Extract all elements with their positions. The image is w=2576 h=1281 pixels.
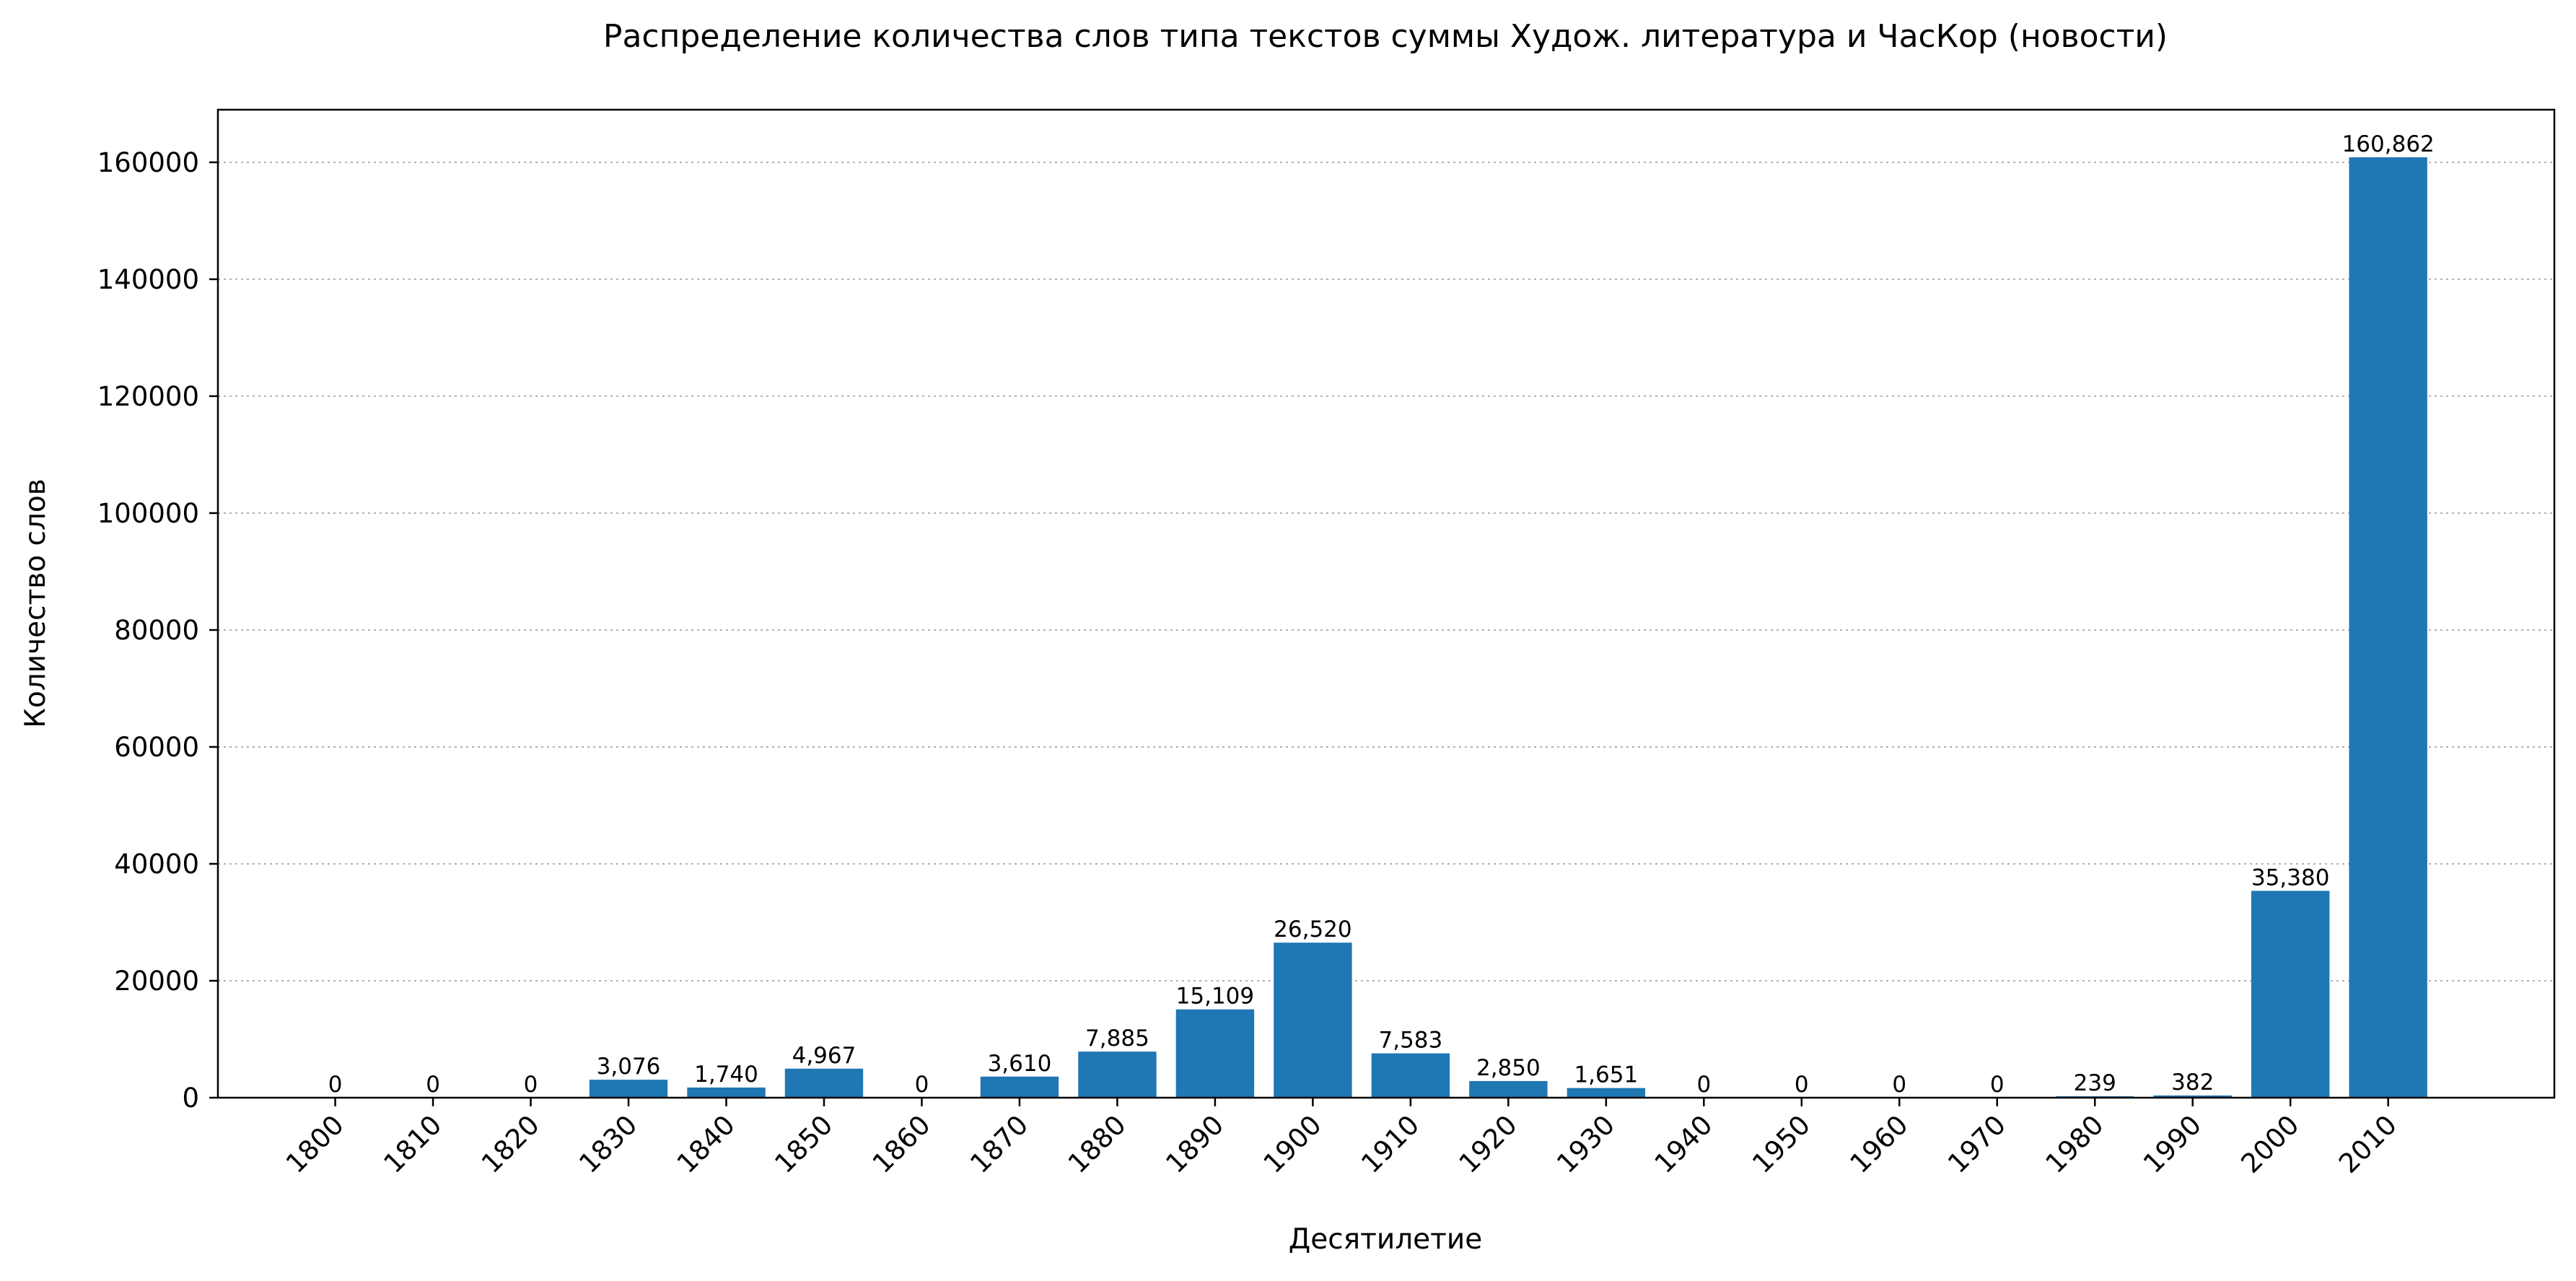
y-tick-label: 60000 [114,732,199,763]
bar-value-label: 15,109 [1176,984,1254,1010]
bar [687,1087,766,1098]
bar-value-label: 0 [1892,1072,1906,1098]
chart-title: Распределение количества слов типа текст… [603,18,2168,55]
bar-value-label: 0 [328,1072,343,1098]
bar-value-label: 26,520 [1274,917,1351,943]
bar [784,1068,864,1098]
bar [1567,1088,1646,1098]
y-tick-label: 100000 [97,498,199,529]
y-tick-label: 80000 [114,615,199,646]
gridlines [218,161,2554,981]
bars [589,157,2427,1098]
bar-value-label: 0 [1795,1072,1809,1098]
bar [589,1080,668,1098]
bar [1078,1052,1157,1098]
bar [1274,943,1352,1098]
y-axis-label: Количество слов [19,478,52,727]
y-tick-label: 120000 [97,381,199,412]
bar-value-label: 0 [1696,1072,1711,1098]
x-axis-label: Десятилетие [1289,1223,1482,1256]
bar-value-label: 7,885 [1085,1026,1149,1052]
bar-value-label: 2,850 [1476,1055,1541,1081]
bar [2153,1095,2232,1098]
bar [1175,1009,1255,1098]
bar-value-label: 7,583 [1378,1028,1442,1054]
y-tick-label: 160000 [97,147,199,178]
bar-value-label: 0 [915,1072,929,1098]
bar-value-label: 3,610 [988,1051,1052,1077]
bar-value-label: 1,740 [694,1062,758,1088]
data-labels: 0 0 0 3,076 1,740 4,967 0 3,610 7,885 15,109 26,52… [328,131,2435,1098]
y-tick-label: 140000 [97,264,199,295]
bar-value-label: 239 [2074,1070,2116,1096]
bar-value-label: 0 [1990,1072,2005,1098]
bar-value-label: 4,967 [792,1043,857,1069]
bar [980,1076,1059,1098]
bar-value-label: 160,862 [2342,131,2435,157]
plot-area-frame [216,108,2556,1099]
bar-value-label: 35,380 [2251,865,2329,891]
y-axis-ticks: 0 20000 40000 60000 80000 100000 120000 140000 1… [97,147,218,1114]
bar [2251,891,2330,1098]
bar-value-label: 3,076 [597,1054,661,1080]
y-tick-label: 0 [182,1083,199,1114]
bar-value-label: 382 [2171,1070,2214,1096]
y-tick-label: 40000 [114,849,199,880]
bar-value-label: 0 [524,1072,538,1098]
y-tick-label: 20000 [114,966,199,997]
bar [1371,1053,1450,1098]
bar-value-label: 0 [426,1072,440,1098]
bar [1469,1080,1548,1098]
bar-value-label: 1,651 [1574,1062,1638,1088]
bar [2349,157,2427,1098]
